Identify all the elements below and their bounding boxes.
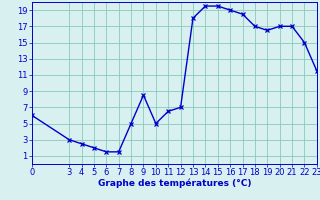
- X-axis label: Graphe des températures (°C): Graphe des températures (°C): [98, 179, 251, 188]
